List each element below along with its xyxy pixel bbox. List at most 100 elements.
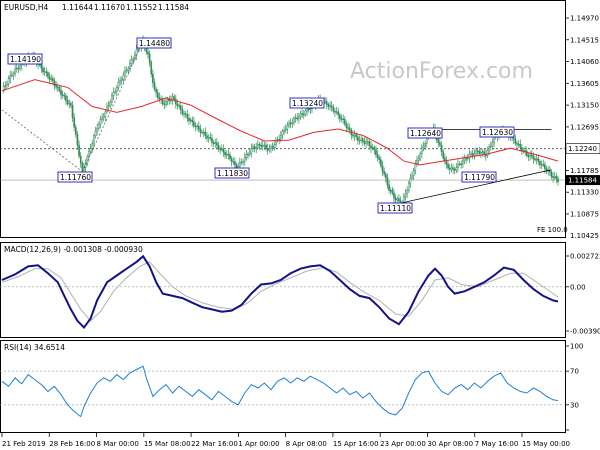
level-label-box bbox=[565, 143, 600, 154]
candle-body bbox=[481, 151, 484, 153]
candle-body bbox=[266, 148, 269, 151]
candle-body bbox=[360, 138, 363, 141]
candle-body bbox=[76, 134, 79, 146]
candle-body bbox=[7, 78, 10, 85]
macd-lines bbox=[1, 254, 559, 330]
candle-body bbox=[70, 103, 72, 106]
candle-body bbox=[74, 126, 77, 135]
candle-body bbox=[232, 161, 235, 163]
candle-body bbox=[468, 154, 471, 159]
macd-tick-label: 0.00 bbox=[570, 283, 586, 291]
candle-body bbox=[437, 139, 440, 144]
candle-body bbox=[124, 70, 126, 76]
candle-body bbox=[43, 71, 46, 73]
candle-body bbox=[340, 118, 343, 120]
candle-body bbox=[68, 103, 71, 105]
rsi-line bbox=[1, 365, 559, 418]
candle-body bbox=[257, 144, 259, 148]
candle-body bbox=[296, 117, 299, 120]
candle-body bbox=[194, 125, 197, 128]
candle-body bbox=[96, 127, 98, 132]
rsi-title: RSI(14) 34.6514 bbox=[4, 343, 65, 352]
candle-body bbox=[112, 91, 115, 97]
candle-body bbox=[238, 162, 241, 167]
candle-body bbox=[250, 148, 253, 154]
candle-body bbox=[178, 105, 180, 107]
candle-body bbox=[365, 141, 367, 144]
candle-body bbox=[173, 96, 176, 100]
candle-body bbox=[378, 157, 381, 160]
price-tick-label: 1.13605 bbox=[570, 80, 599, 88]
time-tick-label: 8 Apr 08:00 bbox=[286, 440, 327, 448]
candle-body bbox=[184, 113, 187, 115]
candle-body bbox=[376, 154, 379, 158]
candle-body bbox=[452, 167, 454, 170]
candle-body bbox=[168, 99, 171, 102]
candle-body bbox=[362, 138, 364, 142]
candle-body bbox=[181, 109, 184, 115]
candle-body bbox=[216, 142, 218, 146]
candle-body bbox=[421, 147, 423, 154]
candle-body bbox=[71, 105, 74, 118]
candle-body bbox=[486, 150, 489, 157]
time-tick-label: 15 May 00:00 bbox=[522, 440, 570, 448]
candle-body bbox=[268, 148, 271, 151]
candle-body bbox=[158, 97, 161, 100]
candle-body bbox=[97, 123, 100, 129]
price-tick-label: 1.14060 bbox=[570, 58, 599, 66]
candle-body bbox=[471, 153, 474, 156]
candle-body bbox=[394, 197, 397, 201]
time-tick-label: 1 Apr 00:00 bbox=[238, 440, 279, 448]
candle-body bbox=[93, 135, 95, 144]
candle-body bbox=[457, 163, 459, 168]
candle-body bbox=[550, 171, 553, 177]
candle-body bbox=[294, 117, 297, 119]
candle-body bbox=[419, 153, 422, 160]
time-tick-label: 30 Apr 08:00 bbox=[427, 440, 473, 448]
time-tick-label: 15 Apr 16:00 bbox=[333, 440, 379, 448]
candle-body bbox=[219, 148, 221, 151]
price-tick-label: 1.11785 bbox=[570, 167, 599, 175]
candle-body bbox=[50, 78, 53, 80]
candle-body bbox=[532, 155, 535, 160]
candle-body bbox=[273, 144, 276, 148]
candle-body bbox=[247, 153, 249, 156]
candle-body bbox=[424, 143, 426, 147]
candle-body bbox=[240, 161, 243, 164]
candle-body bbox=[214, 142, 217, 144]
candle-body bbox=[101, 117, 103, 120]
price-annotation-box bbox=[136, 37, 172, 49]
candle-body bbox=[535, 158, 538, 161]
candle-body bbox=[38, 64, 41, 66]
candle-body bbox=[153, 82, 156, 90]
candle-body bbox=[411, 175, 413, 179]
candle-body bbox=[12, 73, 15, 76]
price-annotation-label: 1.14190 bbox=[10, 55, 41, 64]
candle-body bbox=[19, 65, 21, 69]
price-annotation-label: 1.13240 bbox=[292, 99, 323, 108]
price-annotations: 1.14190 1.14480 1.11760 1.13240 1.11830 1.126… bbox=[7, 37, 515, 214]
candle-body bbox=[460, 163, 463, 165]
candle-body bbox=[343, 119, 346, 125]
candle-body bbox=[212, 141, 215, 144]
candle-body bbox=[332, 106, 335, 112]
time-tick-label: 21 Feb 2019 bbox=[2, 440, 46, 448]
candle-body bbox=[473, 153, 476, 156]
candle-body bbox=[204, 131, 207, 137]
price-header: EURUSD,H4 1.11644 1.11670 1.11552 1.1158… bbox=[4, 3, 189, 12]
candle-body bbox=[117, 82, 120, 88]
candle-body bbox=[552, 176, 554, 179]
candle-body bbox=[260, 144, 262, 147]
candle-body bbox=[463, 157, 466, 162]
candle-body bbox=[371, 147, 374, 149]
candle-body bbox=[422, 145, 425, 149]
price-annotation-box bbox=[461, 171, 497, 183]
candle-body bbox=[480, 152, 482, 155]
candle-body bbox=[66, 100, 69, 104]
candle-body bbox=[265, 144, 267, 149]
candle-body bbox=[78, 144, 80, 157]
candle-body bbox=[470, 153, 472, 155]
candle-body bbox=[412, 170, 415, 177]
candle-body bbox=[81, 162, 84, 171]
candle-body bbox=[491, 142, 494, 147]
